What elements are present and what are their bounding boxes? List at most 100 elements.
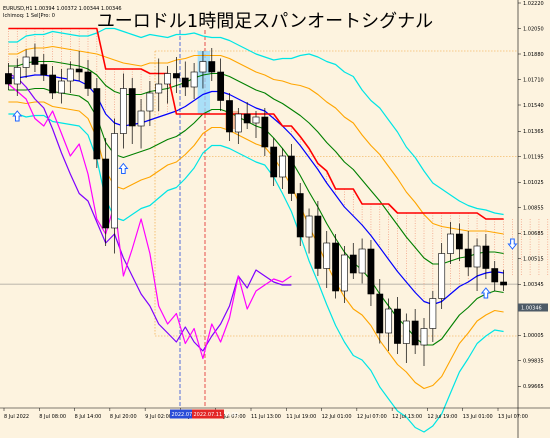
band-minus-3sigma — [8, 113, 504, 433]
x-tick-label: 8 Jul 08:00 — [39, 414, 66, 420]
candle-body — [234, 113, 242, 133]
y-tick-label: 1.01710 — [523, 77, 544, 83]
candle-body — [58, 80, 65, 94]
candle-body — [164, 73, 171, 85]
header-line-2: Ichimoq: 1 Sel[Pro: 0 — [3, 13, 55, 19]
candle-body — [199, 61, 207, 73]
header-line-1: EURUSD,H1 1.00394 1.00372 1.00344 1.0034… — [3, 6, 122, 12]
current-price-box — [518, 303, 548, 312]
signal-arrow-up — [118, 162, 129, 174]
chikou-shift-line — [8, 72, 292, 352]
candle-body — [296, 193, 304, 238]
band-plus-1sigma — [8, 60, 504, 265]
x-tick-label: 8 Jul 20:00 — [110, 414, 137, 420]
y-tick-label: 1.01540 — [523, 103, 544, 109]
candle-body — [420, 328, 428, 346]
time-label-box — [192, 409, 224, 419]
candle-body — [358, 248, 366, 274]
y-tick-label: 1.00345 — [523, 282, 544, 288]
y-tick-label: 1.02050 — [523, 26, 544, 32]
x-tick-label: 11 Jul 07:00 — [216, 414, 246, 420]
candle-body — [500, 281, 507, 286]
x-tick-label: 13 Jul 01:00 — [463, 414, 493, 420]
candle-body — [349, 254, 357, 274]
candle-body — [137, 110, 145, 127]
candle-body — [84, 71, 92, 89]
chart-title: ユーロドル1時間足スパンオートシグナル — [97, 11, 433, 32]
candle-body — [252, 116, 260, 124]
candle-body — [473, 245, 481, 268]
candle-body — [438, 253, 446, 299]
x-tick-label: 11 Jul 19:00 — [286, 414, 316, 420]
x-tick-label: 8 Jul 14:00 — [75, 414, 102, 420]
candle-body — [93, 88, 101, 160]
candle-body — [243, 113, 251, 124]
candle-body — [49, 74, 57, 94]
band-plus-2sigma — [8, 45, 504, 235]
candle-body — [491, 268, 499, 283]
x-tick-label: 9 Jul 02:00 — [145, 414, 172, 420]
signal-arrow-up — [480, 287, 491, 299]
candle-body — [173, 73, 180, 79]
chikou-line — [8, 83, 292, 360]
x-tick-label: 12 Jul 19:00 — [427, 414, 457, 420]
x-tick-label: 12 Jul 07:00 — [357, 414, 387, 420]
y-tick-label: 1.00685 — [523, 231, 544, 237]
y-tick-label: 1.02220 — [523, 1, 544, 7]
candle-body — [305, 215, 313, 238]
candle-body — [447, 233, 454, 254]
candle-body — [75, 68, 83, 73]
x-tick-label: 12 Jul 13:00 — [392, 414, 422, 420]
y-tick-label: 1.00005 — [523, 333, 544, 339]
candle-body — [111, 133, 118, 229]
candle-body — [455, 233, 463, 250]
candle-body — [402, 320, 410, 344]
candle-body — [367, 248, 375, 295]
y-tick-label: 1.01880 — [523, 52, 544, 58]
time-label-box — [170, 409, 202, 419]
candle-body — [22, 56, 30, 68]
band-middle — [8, 74, 504, 306]
candle-body — [217, 71, 225, 101]
candle-body — [13, 67, 21, 85]
current-price-label: 1.00346 — [521, 306, 542, 312]
candle-body — [155, 83, 163, 94]
time-label-text: 2022.07.11 16:00 — [194, 412, 239, 418]
candle-body — [208, 61, 216, 73]
candle-body — [429, 298, 437, 329]
candle-body — [181, 77, 189, 88]
y-tick-label: 1.01025 — [523, 180, 544, 186]
candle-body — [270, 146, 278, 178]
y-tick-label: 0.99835 — [523, 359, 544, 365]
candle-body — [332, 242, 339, 292]
x-tick-label: 12 Jul 01:00 — [322, 414, 352, 420]
candle-body — [261, 116, 269, 148]
band-minus-2sigma — [8, 101, 504, 390]
candle-body — [5, 73, 12, 85]
candle-body — [314, 215, 322, 269]
candle-body — [464, 248, 472, 268]
highlight-box-blue — [197, 51, 211, 114]
x-tick-label: 13 Jul 07:00 — [498, 414, 528, 420]
candle-body — [66, 68, 74, 82]
signal-arrow-down — [507, 238, 518, 250]
candle-body — [146, 92, 154, 112]
candle-body — [40, 64, 48, 76]
candle-body — [411, 320, 419, 346]
candle-body — [482, 245, 490, 269]
y-tick-label: 1.00855 — [523, 206, 544, 212]
candle-body — [287, 155, 295, 194]
y-tick-label: 0.99665 — [523, 384, 544, 390]
candle-body — [385, 308, 393, 334]
y-tick-label: 1.01365 — [523, 129, 544, 135]
candle-body — [376, 293, 384, 334]
candle-body — [128, 88, 136, 127]
band-plus-3sigma — [8, 27, 504, 216]
candle-body — [31, 56, 39, 65]
candle-body — [190, 71, 198, 88]
candle-body — [279, 155, 286, 178]
signal-arrow-up — [12, 110, 23, 122]
